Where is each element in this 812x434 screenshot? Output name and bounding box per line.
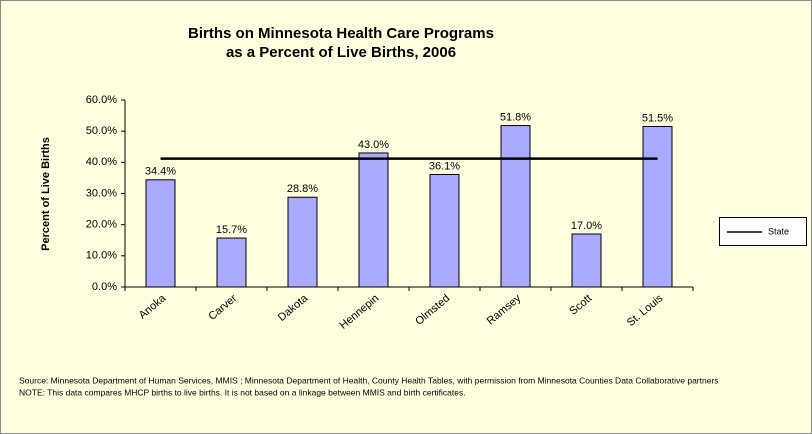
y-tick-label: 0.0%	[92, 281, 117, 293]
data-label: 34.4%	[145, 166, 176, 178]
y-tick-label: 20.0%	[86, 219, 117, 231]
bar	[358, 152, 389, 288]
bar	[287, 196, 318, 288]
data-label: 51.8%	[500, 111, 531, 123]
bar	[429, 173, 460, 288]
data-label: 36.1%	[429, 160, 460, 172]
data-label: 17.0%	[571, 220, 602, 232]
y-axis-title: Percent of Live Births	[40, 137, 52, 251]
data-label: 43.0%	[358, 139, 389, 151]
chart-title: Births on Minnesota Health Care Programs	[188, 25, 494, 42]
data-label: 15.7%	[216, 224, 247, 236]
y-tick-label: 50.0%	[86, 125, 117, 137]
chart-title: as a Percent of Live Births, 2006	[226, 44, 456, 61]
y-tick-label: 10.0%	[86, 250, 117, 262]
data-label: 28.8%	[287, 183, 318, 195]
legend-label: State	[768, 226, 789, 236]
y-tick-label: 30.0%	[86, 187, 117, 199]
y-tick-label: 60.0%	[86, 94, 117, 106]
bar	[145, 179, 176, 288]
y-tick-label: 40.0%	[86, 156, 117, 168]
bar	[216, 237, 247, 288]
data-label: 51.5%	[642, 112, 673, 124]
bar	[642, 125, 673, 288]
source-note: NOTE: This data compares MHCP births to …	[19, 387, 466, 397]
bar	[500, 125, 531, 288]
source-note: Source: Minnesota Department of Human Se…	[19, 375, 719, 385]
bar	[571, 233, 602, 288]
